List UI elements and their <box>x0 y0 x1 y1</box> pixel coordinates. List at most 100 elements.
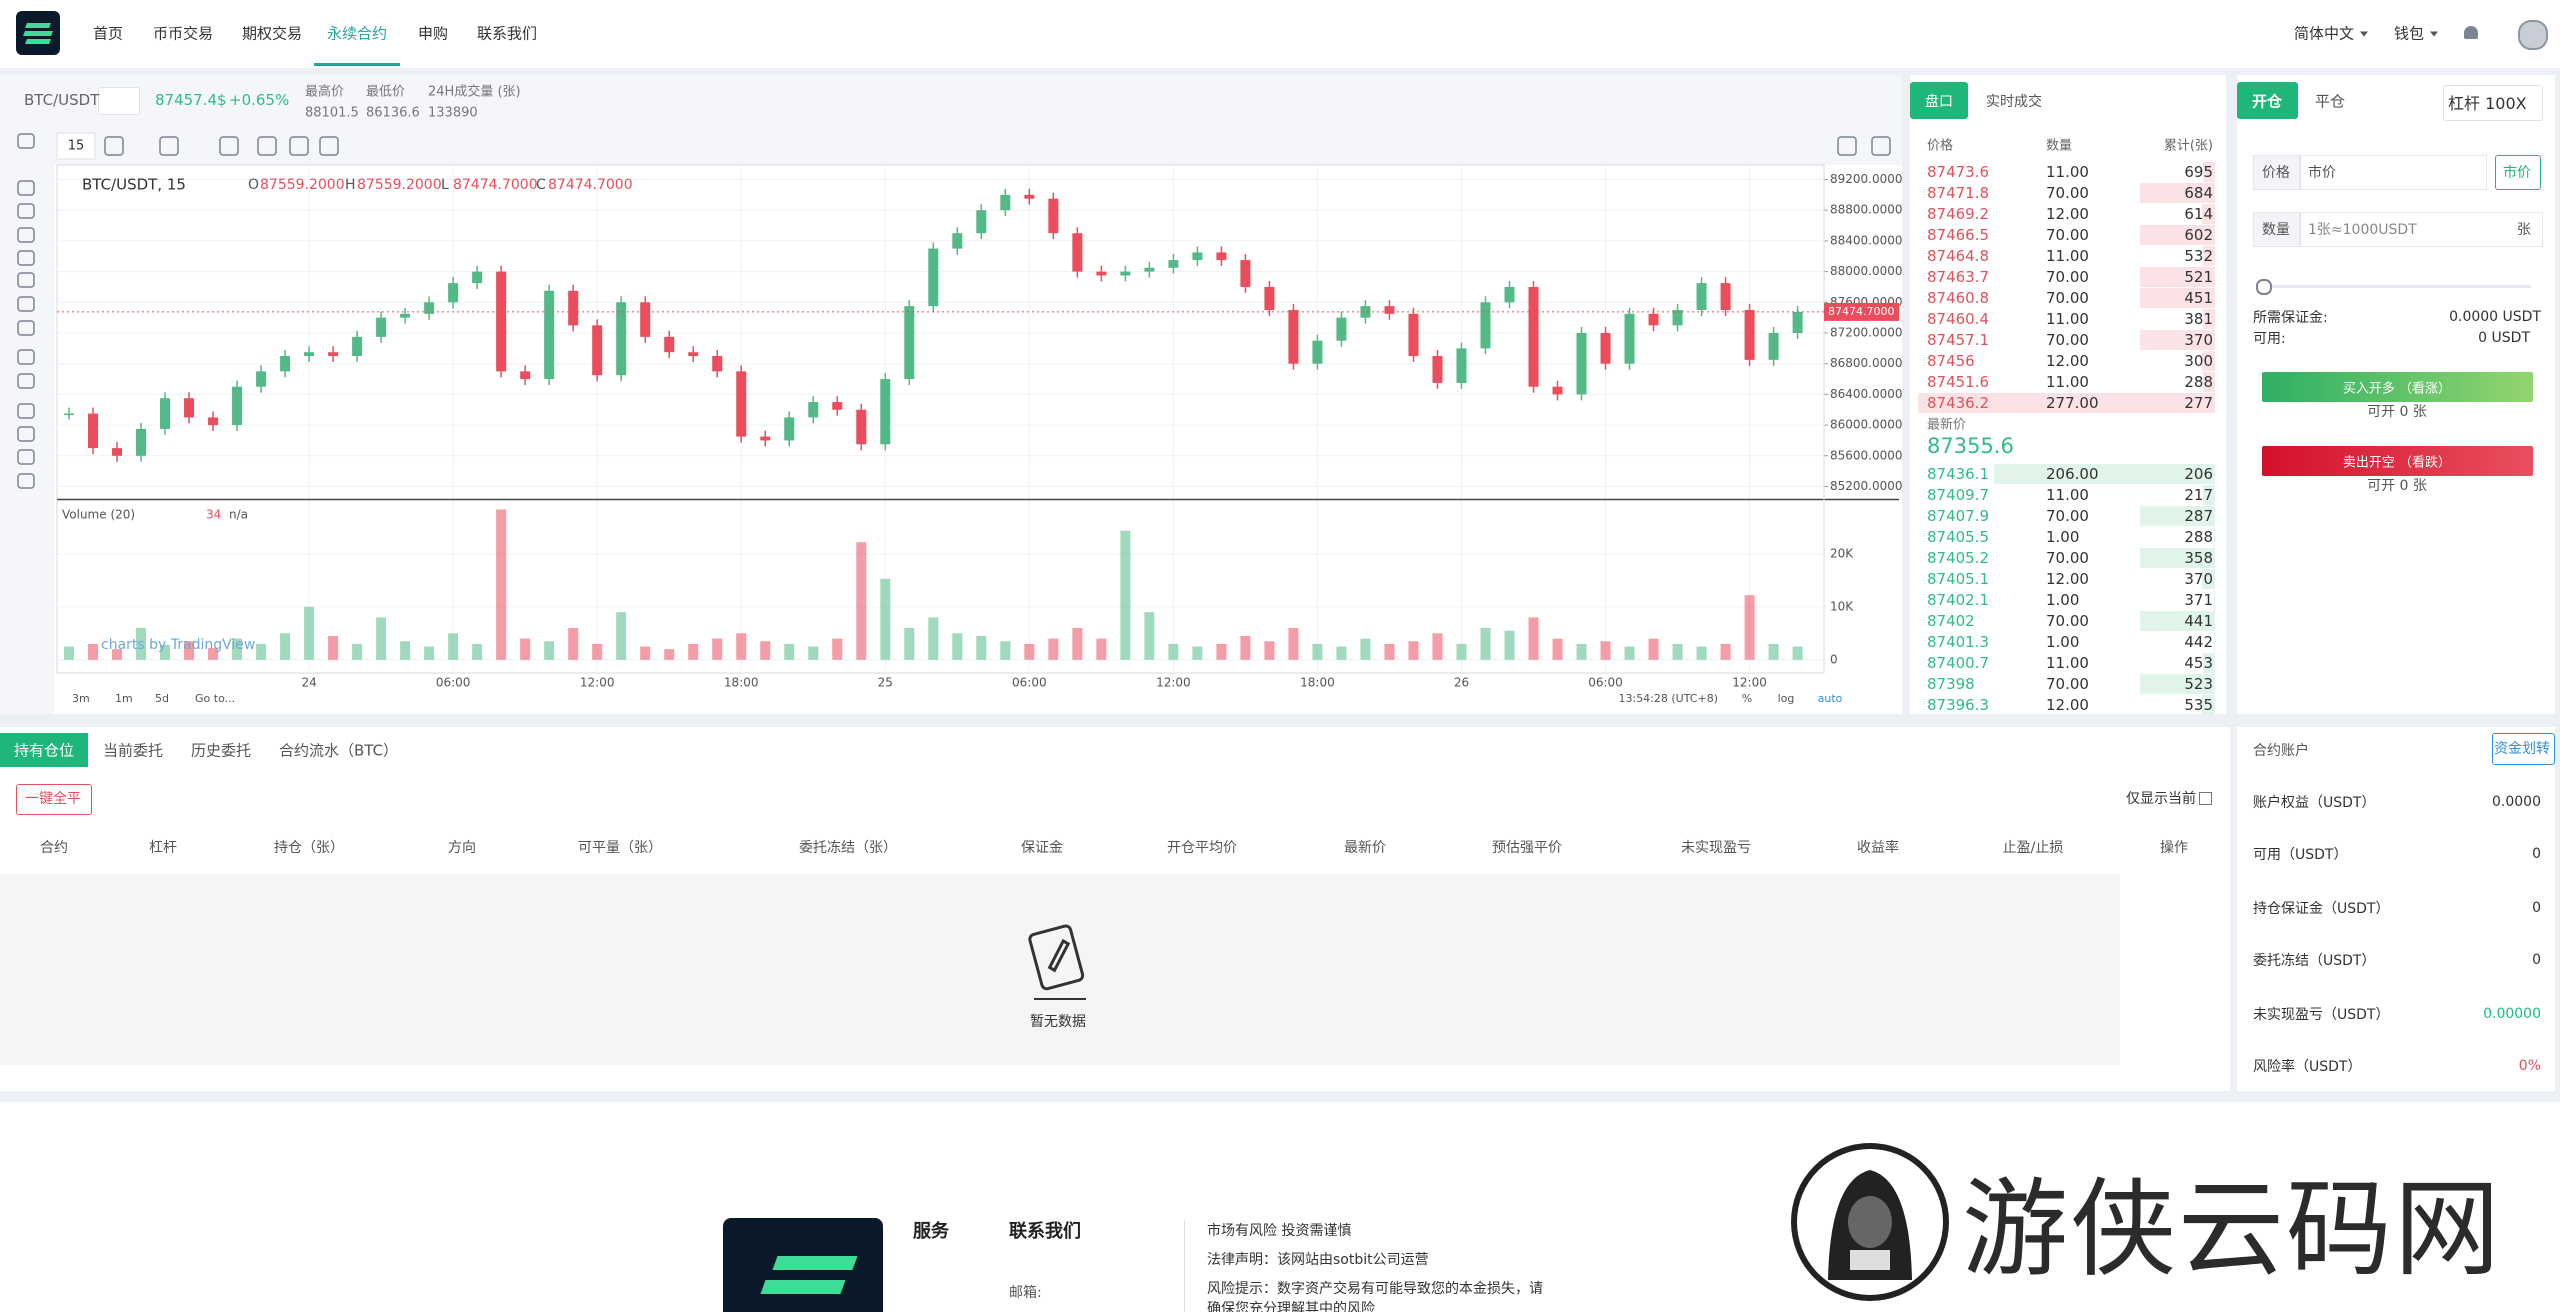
filter-checkbox[interactable] <box>2199 792 2212 805</box>
order-total: 532 <box>2184 246 2213 265</box>
depth-bar <box>2139 287 2215 308</box>
candle-body <box>856 409 867 445</box>
position-tab[interactable]: 历史委托 <box>191 741 252 760</box>
leverage[interactable]: 杠杆 100X <box>2448 94 2527 113</box>
range-button[interactable]: 3m <box>72 692 90 705</box>
tab-active[interactable] <box>0 733 88 767</box>
market-button-label[interactable]: 市价 <box>2503 165 2531 181</box>
depth-bar <box>2139 266 2215 287</box>
toolbar-button[interactable] <box>159 136 179 156</box>
drawing-tool[interactable] <box>17 426 35 442</box>
trade-tab[interactable]: 平仓 <box>2315 92 2346 111</box>
trade-tab[interactable]: 开仓 <box>2251 92 2283 111</box>
order-price: 87436.2 <box>1927 394 1990 413</box>
range-button[interactable]: 5d <box>155 692 169 705</box>
sell-button[interactable] <box>2262 446 2533 476</box>
drawing-tool[interactable] <box>17 180 35 196</box>
drawing-tool[interactable] <box>17 403 35 419</box>
interval-select[interactable] <box>56 132 96 160</box>
drawing-tool[interactable] <box>17 449 35 465</box>
price-input[interactable] <box>2299 155 2487 190</box>
close-all-button[interactable] <box>16 784 92 815</box>
order-price: 87469.2 <box>1927 204 1990 223</box>
slider-handle[interactable] <box>2256 279 2272 295</box>
nav-link[interactable]: 币币交易 <box>153 24 214 43</box>
drawing-tool[interactable] <box>17 203 35 219</box>
scale-option[interactable]: % <box>1742 692 1752 705</box>
symbol-select[interactable] <box>98 87 140 115</box>
position-tab[interactable]: 合约流水（BTC） <box>279 741 399 760</box>
sell-label[interactable]: 卖出开空 （看跌） <box>2342 455 2452 471</box>
nav-link[interactable]: 联系我们 <box>477 24 538 43</box>
toolbar-button[interactable] <box>219 136 239 156</box>
volume-bar <box>1408 641 1419 660</box>
avatar[interactable] <box>2518 20 2548 50</box>
drawing-tool[interactable] <box>17 227 35 243</box>
order-price: 87402.1 <box>1927 591 1990 610</box>
book-tab[interactable]: 盘口 <box>1925 94 1953 110</box>
position-tab[interactable]: 持有仓位 <box>13 741 75 760</box>
drawing-tool[interactable] <box>17 133 35 149</box>
drawing-tool[interactable] <box>17 296 35 312</box>
candle-body <box>568 290 579 326</box>
depth-bar <box>2139 224 2215 245</box>
candle-body <box>760 436 771 441</box>
buy-label[interactable]: 买入开多 （看涨） <box>2342 381 2452 397</box>
last-label: 最新价 <box>1927 417 1967 433</box>
position-tab[interactable]: 当前委托 <box>103 741 164 760</box>
range-button[interactable]: Go to... <box>195 692 235 705</box>
amount-input[interactable] <box>2299 212 2543 247</box>
wallet-menu[interactable]: 钱包 <box>2394 23 2438 44</box>
toolbar-button[interactable] <box>1837 136 1857 156</box>
column-header: 杠杆 <box>149 840 177 856</box>
tab-active[interactable] <box>1910 82 1968 119</box>
last-price: 87457.4$ <box>155 91 227 109</box>
toolbar-button[interactable] <box>289 136 309 156</box>
toolbar-button[interactable] <box>1871 136 1891 156</box>
drawing-tool[interactable] <box>17 373 35 389</box>
column-header: 可平量（张） <box>578 840 662 856</box>
toolbar-button[interactable] <box>257 136 277 156</box>
logo[interactable] <box>16 11 60 55</box>
tab-active[interactable] <box>2237 82 2298 119</box>
nav-link[interactable]: 永续合约 <box>327 24 388 43</box>
field-label-box <box>2253 155 2301 190</box>
order-amount: 70.00 <box>2046 506 2089 525</box>
drawing-tool[interactable] <box>17 473 35 489</box>
candle-body <box>352 336 363 357</box>
close-all-label[interactable]: 一键全平 <box>25 791 81 807</box>
candle-body <box>976 210 987 234</box>
order-amount: 70.00 <box>2046 225 2089 244</box>
nav-link[interactable]: 首页 <box>93 24 124 43</box>
transfer-button[interactable] <box>2492 733 2555 765</box>
drawing-tool[interactable] <box>17 250 35 266</box>
bell-icon[interactable] <box>2464 26 2478 39</box>
interval[interactable]: 15 <box>68 139 85 154</box>
nav-link[interactable]: 申购 <box>418 24 449 43</box>
scale-option[interactable]: log <box>1778 692 1795 705</box>
candle-body <box>1792 311 1803 333</box>
buy-button[interactable] <box>2262 372 2533 402</box>
depth-bar <box>2203 161 2215 182</box>
drawing-tool[interactable] <box>17 272 35 288</box>
leverage-box[interactable] <box>2443 85 2543 121</box>
book-tab[interactable]: 实时成交 <box>1986 94 2042 110</box>
y-tick-label: 88400.0000 <box>1830 233 1902 247</box>
scale-option[interactable]: auto <box>1818 692 1843 705</box>
volume-bar <box>376 617 387 660</box>
toolbar-button[interactable] <box>319 136 339 156</box>
order-price: 87457.1 <box>1927 331 1990 350</box>
candle-body <box>1480 302 1491 349</box>
order-total: 441 <box>2184 612 2213 631</box>
market-button[interactable] <box>2495 155 2541 190</box>
language-select[interactable]: 简体中文 <box>2294 23 2368 44</box>
toolbar-button[interactable] <box>104 136 124 156</box>
transfer-label[interactable]: 资金划转 <box>2494 741 2550 757</box>
nav-link[interactable]: 期权交易 <box>242 24 303 43</box>
drawing-tool[interactable] <box>17 349 35 365</box>
volume-bar <box>1216 643 1227 660</box>
depth-bar <box>2213 590 2215 611</box>
range-button[interactable]: 1m <box>115 692 133 705</box>
slider-track[interactable] <box>2262 285 2531 288</box>
drawing-tool[interactable] <box>17 320 35 336</box>
